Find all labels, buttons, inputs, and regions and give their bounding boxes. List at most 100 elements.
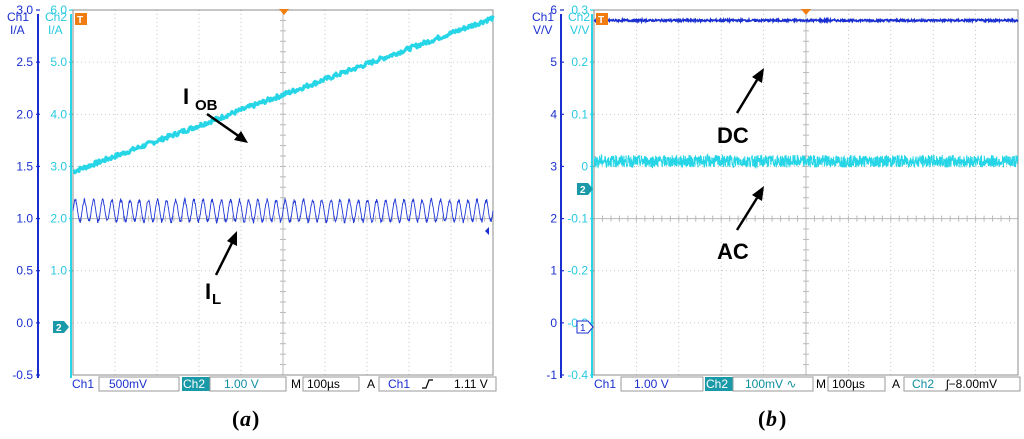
panel-a-ch2-name: Ch2: [45, 10, 67, 24]
panel-a-caption-open: (: [232, 406, 239, 431]
panel-b-status-timebase: 100µs: [832, 377, 865, 391]
panel-b-ch1-name: Ch1: [532, 10, 554, 24]
panel-a-ch1-level-icon: [485, 227, 489, 235]
panel-a-status-trig-ch: Ch1: [388, 377, 410, 391]
panel-b-status-trig-box: [903, 376, 1021, 392]
panel-a-caption: ( a ): [232, 406, 259, 431]
ch2-tick-label: -0.2: [567, 264, 588, 278]
panel-a-status-trig-level: 1.11 V: [454, 377, 488, 391]
annotation-il-arrowhead: [227, 231, 237, 246]
annotation-dc-arrowhead: [752, 68, 764, 83]
ch1-tick-label: 2.0: [16, 107, 33, 121]
panel-b-caption-letter: b: [766, 406, 777, 431]
panel-a-trigger-marker: [75, 13, 87, 25]
annotation-iob-arrowhead: [234, 131, 248, 143]
annotation-dc: DC: [717, 123, 749, 148]
panel-b-ch2-ground-marker-label: 2: [580, 185, 586, 196]
panel-a-status-ch1-label: Ch1: [72, 377, 94, 391]
ch2-tick-label: 0.1: [571, 107, 588, 121]
annotation-dc-arrow: [735, 79, 759, 114]
panel-b-ch2-ground-marker: [577, 183, 593, 195]
ch1-tick-label: 4: [550, 107, 557, 121]
panel-a-status-ch2-tag: [182, 377, 210, 391]
ch1-tick-label: 0.0: [16, 316, 33, 330]
panel-b-status-ch2-label: Ch2: [706, 377, 728, 391]
ch1-tick-label: 5: [550, 55, 557, 69]
panel-b-status-ch1-scale: 1.00 V: [634, 377, 669, 391]
ch1-tick-label: 1.0: [16, 212, 33, 226]
panel-b-status-ch1-label: Ch1: [594, 377, 616, 391]
iob-trace: [72, 15, 495, 175]
panel-a-ch2-tick-labels: 6.0 5.0 4.0 3.0 2.0 1.0: [50, 3, 73, 278]
ch2-tick-label: 5.0: [50, 55, 67, 69]
panel-b-trigger-pos-icon: [801, 9, 811, 15]
panel-b-ch1-ground-marker: [576, 320, 594, 334]
panel-b-status-a-label: A: [892, 377, 900, 391]
panel-b-ch1-tick-labels: 6 5 4 3 2 1 0 -1: [546, 3, 564, 382]
ch2-tick-label: -0.4: [567, 368, 588, 382]
annotation-ac: AC: [717, 239, 749, 264]
panel-b-ch2-name: Ch2: [568, 10, 590, 24]
dc-trace: [593, 16, 1019, 25]
annotation-iob-main: I: [183, 84, 189, 109]
ch1-tick-label: 1.5: [16, 159, 33, 173]
panel-a-ch2-ground-marker-label: 2: [56, 323, 62, 334]
ch2-tick-label: 0: [581, 159, 588, 173]
panel-b-status-trig-ch: Ch2: [912, 377, 934, 391]
ch1-tick-label: 2.5: [16, 55, 33, 69]
panel-b-status-bar: Ch1 1.00 V Ch2 100mV ∿ M 100µs A Ch2 ʃ−8…: [594, 376, 1021, 392]
ch1-tick-label: 0.5: [16, 264, 33, 278]
panel-a-status-ch2-box: [209, 376, 287, 392]
ac-trace: [593, 153, 1019, 170]
panel-a-grid: [72, 9, 494, 376]
panel-a-ch1-tick-labels: 3.0 2.5 2.0 1.5 1.0 0.5 0.0 -0.5: [12, 3, 40, 382]
annotation-ac-arrow: [735, 197, 759, 231]
panel-a: Ch1 I/A Ch2 I/A 3.0 2.5 2.0 1.5 1.0 0.5 0.0 -0.…: [7, 3, 497, 431]
panel-b-status-ch2-box: [732, 376, 814, 392]
ch1-tick-label: 2: [550, 212, 557, 226]
panel-a-status-ch1-scale: 500mV: [109, 377, 147, 391]
panel-b-status-ch2-scale: 100mV ∿: [745, 377, 796, 391]
panel-a-status-ch1-box: [98, 376, 180, 392]
panel-a-status-ch2-scale: 1.00 V: [224, 377, 259, 391]
panel-a-status-trig-slope-icon: [422, 379, 433, 389]
panel-b-trigger-marker-label: T: [598, 15, 604, 26]
panel-b-caption: ( b ): [758, 406, 786, 431]
panel-a-ch1-name: Ch1: [7, 10, 29, 24]
ch1-tick-label: 1: [550, 264, 557, 278]
panel-a-status-m-label: M: [291, 377, 301, 391]
panel-b: Ch1 V/V Ch2 V/V 6 5 4 3 2 1 0 -1 0.3 0.2 0.1 0 -0.1…: [532, 3, 1021, 431]
il-trace: [72, 196, 494, 225]
annotation-iob-sub: OB: [195, 97, 218, 114]
annotation-ac-arrowhead: [752, 186, 764, 201]
panel-a-ch1-unit: I/A: [10, 23, 25, 37]
annotation-il-sub: L: [212, 291, 221, 308]
panel-b-status-trig-level: ʃ−8.00mV: [945, 377, 997, 391]
panel-a-ch2-ground-marker: [53, 321, 69, 333]
annotation-il-arrow: [214, 242, 234, 276]
panel-b-trigger-marker: [596, 13, 608, 25]
panel-b-caption-open: (: [758, 406, 765, 431]
panel-b-caption-close: ): [779, 406, 786, 431]
ch1-tick-label: 3.0: [16, 3, 33, 17]
panel-a-status-trig-box: [378, 376, 497, 392]
ch2-tick-label: 3.0: [50, 159, 67, 173]
panel-b-status-ch2-tag: [705, 377, 733, 391]
panel-a-trigger-marker-label: T: [77, 15, 83, 26]
annotation-iob-arrow: [206, 112, 241, 139]
panel-a-status-a-label: A: [367, 377, 375, 391]
ch1-tick-label: 3: [550, 159, 557, 173]
ch2-tick-label: 0.3: [571, 3, 588, 17]
ch1-tick-label: -1: [546, 368, 557, 382]
panel-a-ch2-unit: I/A: [48, 23, 63, 37]
panel-b-ch1-unit: V/V: [533, 23, 552, 37]
annotation-il-main: I: [205, 279, 211, 304]
panel-a-status-timebase-box: [302, 376, 360, 392]
ch2-tick-label: 6.0: [50, 3, 67, 17]
panel-b-status-m-label: M: [816, 377, 826, 391]
ch2-tick-label: -0.1: [567, 212, 588, 226]
ch1-tick-label: 6: [550, 3, 557, 17]
panel-a-status-ch2-label: Ch2: [183, 377, 205, 391]
panel-b-status-timebase-box: [827, 376, 886, 392]
panel-a-status-bar: Ch1 500mV Ch2 1.00 V M 100µs A Ch1 1.11 …: [72, 376, 497, 392]
